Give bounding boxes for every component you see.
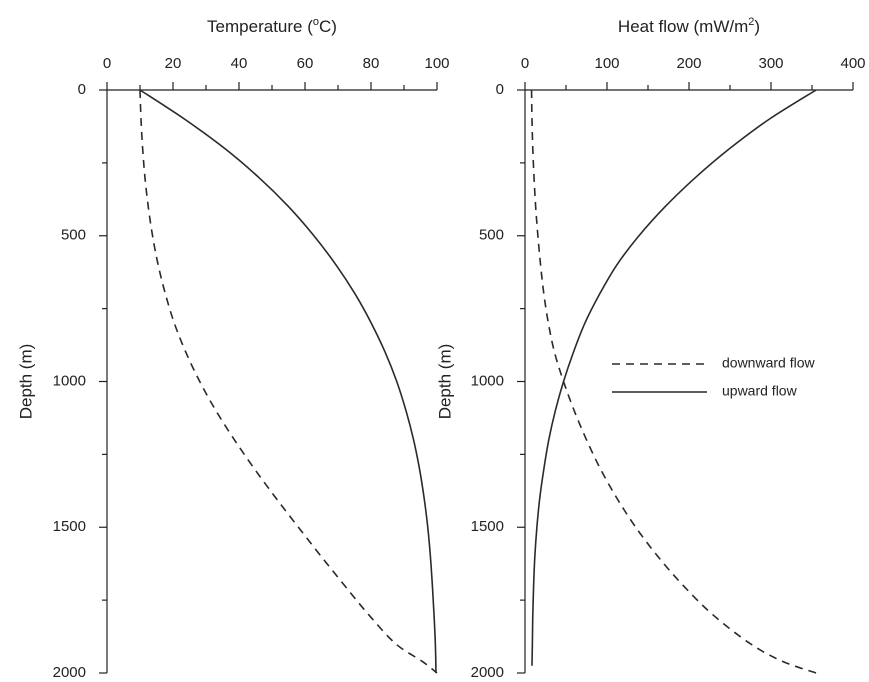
y-tick-label: 500 <box>479 227 504 244</box>
series-upward-flow-line <box>531 89 817 666</box>
y-tick-label: 0 <box>78 81 86 98</box>
series-downward-flow-line <box>139 89 438 674</box>
legend-entry: downward flow <box>722 355 815 371</box>
y-tick-label: 1500 <box>53 518 86 535</box>
y-axis-title: Depth (m) <box>435 344 454 420</box>
x-tick-label: 40 <box>231 55 248 72</box>
x-tick-label: 20 <box>165 55 182 72</box>
y-tick-label: 1500 <box>471 518 504 535</box>
x-tick-label: 0 <box>103 55 111 72</box>
x-tick-label: 100 <box>424 55 449 72</box>
x-axis-title: Temperature (oC) <box>207 16 337 36</box>
x-tick-label: 300 <box>758 55 783 72</box>
heat-flow-panel: 0 100 200 300 400 0 500 1000 1500 2000 Heat flow (… <box>435 16 865 681</box>
series-downward-flow-line <box>530 89 817 674</box>
y-tick-label: 500 <box>61 227 86 244</box>
x-axis-title: Heat flow (mW/m2) <box>618 16 760 36</box>
series-upward-flow-line <box>139 89 437 674</box>
legend-entry: upward flow <box>722 383 798 399</box>
y-tick-label: 1000 <box>471 372 504 389</box>
x-tick-label: 200 <box>676 55 701 72</box>
x-tick-label: 80 <box>363 55 380 72</box>
y-tick-label: 1000 <box>53 372 86 389</box>
x-tick-label: 60 <box>297 55 314 72</box>
x-tick-label: 0 <box>521 55 529 72</box>
x-tick-label: 400 <box>840 55 865 72</box>
y-axis-title: Depth (m) <box>16 344 35 420</box>
y-tick-label: 0 <box>496 81 504 98</box>
temperature-panel: 0 20 40 60 80 1000500100015002000Temperature … <box>16 16 449 681</box>
x-tick-label: 100 <box>594 55 619 72</box>
y-tick-label: 2000 <box>53 664 86 681</box>
y-tick-label: 2000 <box>471 664 504 681</box>
